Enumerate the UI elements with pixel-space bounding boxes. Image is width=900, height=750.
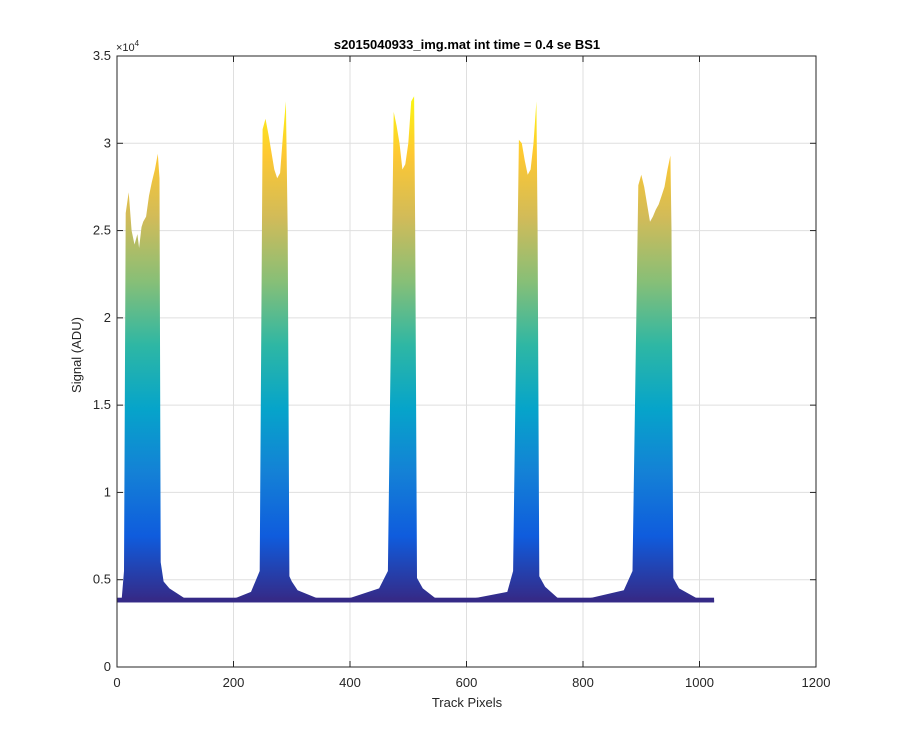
y-tick-labels: 0 0.5 1 1.5 2 2.5 3 3.5: [93, 48, 111, 674]
y-axis-label: Signal (ADU): [69, 317, 84, 393]
y-tick-label: 1.5: [93, 397, 111, 412]
grid-lines: [116, 55, 817, 668]
x-tick-label: 600: [456, 675, 478, 690]
x-tick-label: 1200: [802, 675, 831, 690]
x-tick-label: 400: [339, 675, 361, 690]
plot-area: [117, 96, 715, 603]
x-tick-label: 1000: [685, 675, 714, 690]
axes: [116, 55, 817, 668]
x-tick-label: 800: [572, 675, 594, 690]
y-tick-label: 1: [104, 484, 111, 499]
y-tick-label: 0.5: [93, 572, 111, 587]
x-tick-label: 0: [113, 675, 120, 690]
baseline-band: [117, 597, 715, 603]
x-axis-label: Track Pixels: [432, 695, 503, 710]
signal-area-series: [117, 96, 715, 603]
x-tick-labels: 0 200 400 600 800 1000 1200: [113, 675, 830, 690]
chart-title: s2015040933_img.mat int time = 0.4 se BS…: [334, 37, 600, 52]
y-tick-label: 3: [104, 135, 111, 150]
y-tick-label: 0: [104, 659, 111, 674]
y-tick-label: 3.5: [93, 48, 111, 63]
y-exponent-label: ×104: [116, 39, 140, 54]
x-tick-label: 200: [223, 675, 245, 690]
y-tick-label: 2.5: [93, 223, 111, 238]
y-tick-label: 2: [104, 310, 111, 325]
